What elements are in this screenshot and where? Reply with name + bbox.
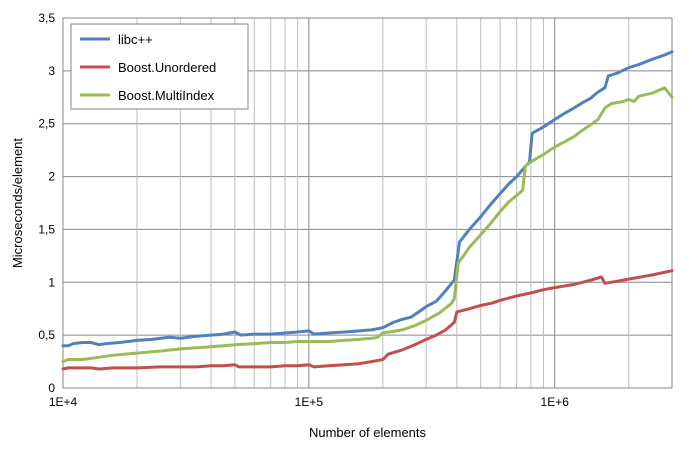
legend: libc++ Boost.Unordered Boost.MultiIndex [70,23,249,110]
y-axis-title: Microseconds/element [10,138,25,268]
x-axis: 1E+4 1E+5 1E+6 [49,395,569,409]
y-axis: 0 0,5 1 1,5 2 2,5 3 3,5 [38,11,55,395]
y-tick-label: 1,5 [38,222,55,236]
y-tick-label: 1 [48,275,55,289]
x-tick-label: 1E+4 [49,395,78,409]
series-line-libc [61,50,674,348]
series-line-boost-unordered [61,269,674,371]
x-tick-label: 1E+5 [295,395,324,409]
y-tick-label: 0 [48,381,55,395]
y-tick-label: 2,5 [38,117,55,131]
x-axis-title: Number of elements [309,425,427,440]
y-tick-label: 3,5 [38,11,55,25]
legend-label: Boost.Unordered [118,60,216,75]
plot-area [62,17,673,389]
legend-label: libc++ [118,32,153,47]
legend-label: Boost.MultiIndex [118,88,215,103]
y-tick-label: 0,5 [38,328,55,342]
y-tick-label: 2 [48,170,55,184]
series-line-boost-multiindex [61,86,674,364]
series-lines [61,50,674,371]
y-tick-label: 3 [48,64,55,78]
x-tick-label: 1E+6 [541,395,570,409]
